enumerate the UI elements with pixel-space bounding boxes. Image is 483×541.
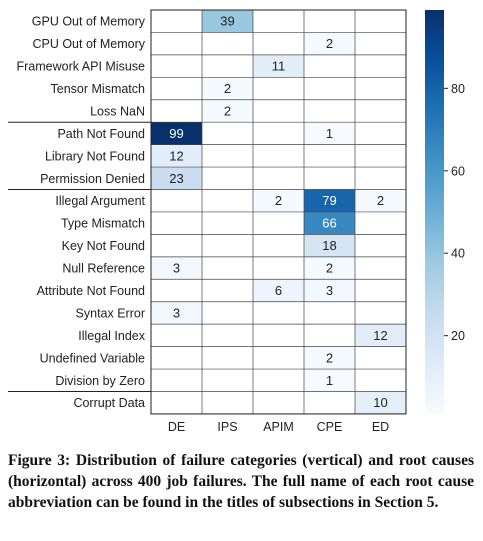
cell-value-label: 66 — [322, 216, 336, 231]
heatmap-grid — [8, 9, 407, 415]
colorbar-tick-label: 20 — [451, 329, 465, 343]
cell-value-label: 11 — [272, 59, 286, 74]
cell-value-label: 39 — [220, 14, 234, 29]
row-label: Undefined Variable — [40, 351, 145, 365]
cell-value-label: 18 — [322, 238, 336, 253]
row-label: GPU Out of Memory — [32, 15, 146, 29]
colorbar-tick-label: 80 — [451, 82, 465, 96]
heatmap-cell — [355, 324, 406, 347]
cell-value-label: 23 — [169, 171, 183, 186]
row-label: Key Not Found — [62, 239, 145, 253]
cell-value-label: 2 — [275, 193, 282, 208]
colorbar-gradient — [425, 10, 444, 414]
row-label: Attribute Not Found — [37, 284, 145, 298]
row-label: Illegal Index — [78, 329, 145, 343]
cell-value-label: 10 — [373, 395, 387, 410]
row-label: Null Reference — [62, 262, 145, 276]
colorbar-tick-label: 60 — [451, 164, 465, 178]
row-label: Type Mismatch — [61, 217, 145, 231]
cell-value-label: 2 — [377, 193, 384, 208]
heatmap-cell — [253, 189, 304, 212]
heatmap-cell — [202, 10, 253, 33]
heatmap-cell — [304, 122, 355, 145]
heatmap-cell — [151, 144, 202, 168]
cell-value-label: 2 — [224, 103, 231, 118]
cell-value-label: 79 — [322, 193, 336, 208]
column-label: DE — [168, 420, 185, 434]
column-label: APIM — [263, 420, 294, 434]
row-label: Division by Zero — [55, 374, 145, 388]
cell-value-label: 2 — [326, 350, 333, 365]
row-label: Permission Denied — [40, 172, 145, 186]
colorbar: 20 40 60 80 — [425, 10, 465, 414]
heatmap-cell — [151, 167, 202, 190]
row-label: CPU Out of Memory — [32, 37, 145, 51]
cell-value-label: 3 — [326, 283, 333, 298]
heatmap-cell — [355, 391, 406, 414]
heatmap-cell — [355, 189, 406, 212]
cell-value-label: 12 — [373, 328, 387, 343]
cell-value-label: 2 — [326, 261, 333, 276]
cell-value-label: 99 — [169, 126, 183, 141]
heatmap-cell — [151, 301, 202, 325]
heatmap-cell — [304, 346, 355, 370]
column-label: ED — [372, 420, 389, 434]
heatmap-cell — [304, 279, 355, 302]
row-label: Loss NaN — [90, 104, 145, 118]
cell-value-label: 3 — [173, 261, 180, 276]
heatmap-cell — [304, 369, 355, 392]
row-label: Corrupt Data — [73, 396, 145, 410]
heatmap-cell — [304, 32, 355, 55]
cell-value-label: 3 — [173, 305, 180, 320]
cell-value-label: 1 — [326, 126, 333, 141]
heatmap-cell — [253, 279, 304, 302]
row-label: Tensor Mismatch — [51, 82, 146, 96]
row-labels: GPU Out of Memory CPU Out of Memory Framew… — [16, 15, 145, 410]
heatmap-cell — [202, 99, 253, 123]
cell-value-label: 6 — [275, 283, 282, 298]
heatmap-cell — [151, 122, 202, 145]
column-label: IPS — [217, 420, 237, 434]
column-labels: DE IPS APIM CPE ED — [168, 420, 389, 434]
heatmap-cell — [304, 234, 355, 257]
row-label: Path Not Found — [57, 127, 145, 141]
row-label: Framework API Misuse — [16, 60, 145, 74]
row-label: Library Not Found — [45, 149, 145, 163]
figure-caption: Figure 3: Distribution of failure catego… — [8, 452, 474, 511]
heatmap-cell — [151, 256, 202, 280]
heatmap-cell — [253, 54, 304, 78]
heatmap-cell — [202, 77, 253, 100]
cell-value-label: 12 — [169, 148, 183, 163]
row-label: Illegal Argument — [55, 194, 145, 208]
colorbar-tick-label: 40 — [451, 247, 465, 261]
heatmap-cell — [304, 189, 355, 212]
heatmap-cell — [304, 256, 355, 280]
cell-value-label: 2 — [224, 81, 231, 96]
cell-value-label: 1 — [326, 373, 333, 388]
column-label: CPE — [317, 420, 343, 434]
heatmap-border — [150, 9, 407, 415]
row-label: Syntax Error — [76, 306, 145, 320]
cell-value-label: 2 — [326, 36, 333, 51]
heatmap-cell — [304, 211, 355, 235]
